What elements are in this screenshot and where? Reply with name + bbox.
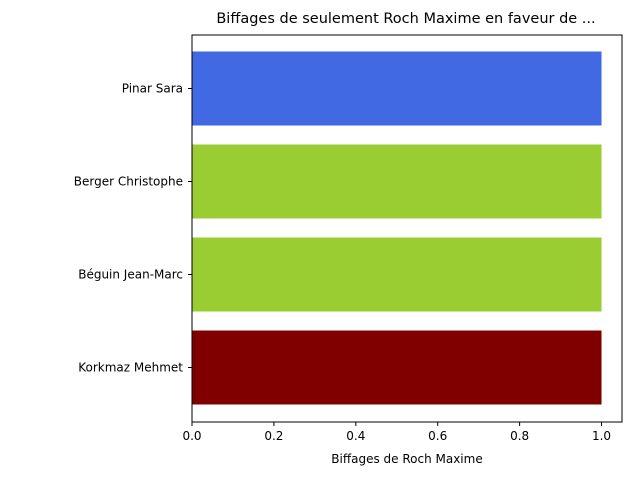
- x-tick-label: 0.4: [346, 429, 365, 443]
- bar-1: [192, 144, 602, 219]
- x-axis-label: Biffages de Roch Maxime: [331, 452, 482, 466]
- y-tick-label: Béguin Jean-Marc: [78, 268, 183, 282]
- bar-2: [192, 237, 602, 312]
- x-tick-label: 0.0: [182, 429, 201, 443]
- bar-0: [192, 51, 602, 126]
- bars-group: [192, 51, 602, 405]
- y-tick-label: Korkmaz Mehmet: [78, 361, 183, 375]
- plot-area-frame: [191, 34, 623, 423]
- x-tick-label: 0.6: [428, 429, 447, 443]
- chart-title: Biffages de seulement Roch Maxime en fav…: [216, 11, 595, 27]
- y-tick-label: Berger Christophe: [74, 175, 183, 189]
- x-tick-label: 0.8: [510, 429, 529, 443]
- x-axis-ticks: 0.0 0.2 0.4 0.6 0.8 1.0: [182, 422, 611, 443]
- x-tick-label: 0.2: [264, 429, 283, 443]
- x-tick-label: 1.0: [592, 429, 611, 443]
- y-tick-label: Pinar Sara: [122, 82, 183, 96]
- y-axis-ticks: Pinar Sara Berger Christophe Béguin Jean-M…: [74, 82, 192, 375]
- bar-3: [192, 330, 602, 405]
